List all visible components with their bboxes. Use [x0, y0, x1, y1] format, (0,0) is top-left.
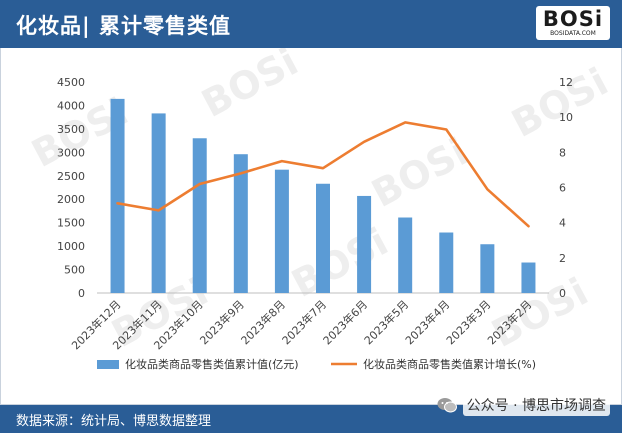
left-tick-label: 2000	[57, 193, 85, 206]
bar	[480, 244, 495, 293]
right-tick-label: 0	[559, 287, 566, 300]
bar	[274, 169, 289, 293]
left-tick-label: 2500	[57, 170, 85, 183]
logo-subtext: BOSIDATA.COM	[550, 30, 596, 37]
right-tick-label: 4	[559, 217, 566, 230]
bar	[357, 195, 372, 293]
legend: 化妆品类商品零售类值累计值(亿元) 化妆品类商品零售类值累计增长(%)	[97, 357, 536, 371]
left-tick-label: 3000	[57, 146, 85, 159]
right-tick-label: 12	[559, 76, 573, 89]
bosi-logo: BOSi BOSIDATA.COM	[536, 6, 610, 40]
bar-series	[110, 98, 536, 293]
left-axis: 0 500 1000 1500 2000 2500 3000 3500 4000 4500	[57, 76, 85, 300]
bar	[192, 138, 207, 293]
watermark-logo: BOSi	[195, 48, 305, 126]
wechat-account: 公众号 · 博思市场调查	[462, 394, 610, 416]
left-tick-label: 1000	[57, 240, 85, 253]
left-tick-label: 0	[78, 287, 85, 300]
right-tick-label: 8	[559, 146, 566, 159]
left-tick-label: 1500	[57, 217, 85, 230]
right-tick-label: 10	[559, 111, 573, 124]
bar	[233, 154, 248, 293]
watermark-logo: BOSi	[505, 59, 615, 146]
right-tick-label: 2	[559, 252, 566, 265]
watermark-logo: BOSi	[365, 129, 475, 216]
wechat-badge: 公众号 · 博思市场调查	[437, 392, 610, 418]
right-tick-label: 6	[559, 182, 566, 195]
left-tick-label: 500	[64, 264, 85, 277]
legend-bar-label: 化妆品类商品零售类值累计值(亿元)	[125, 357, 299, 371]
legend-bar-swatch	[97, 360, 119, 369]
bar	[439, 232, 454, 293]
footer-bar: 数据来源：统计局、博思数据整理	[0, 405, 622, 433]
chart-frame: BOSi BOSi BOSi BOSi BOSi BOSi BOSi 0 500 1000 150…	[0, 48, 622, 405]
watermark-logo: BOSi	[485, 269, 595, 356]
logo-text: BOSi	[542, 7, 604, 31]
header-bar: 化妆品| 累计零售类值 BOSi BOSIDATA.COM	[0, 0, 622, 48]
wechat-icon	[437, 398, 457, 413]
bar	[398, 217, 413, 293]
left-tick-label: 4500	[57, 76, 85, 89]
right-axis: 0 2 4 6 8 10 12	[559, 76, 573, 300]
left-tick-label: 4000	[57, 99, 85, 112]
data-source: 数据来源：统计局、博思数据整理	[16, 414, 212, 429]
legend-line-label: 化妆品类商品零售类值累计增长(%)	[363, 357, 536, 371]
line-series	[116, 121, 530, 228]
bar	[521, 262, 536, 293]
bar	[316, 183, 330, 293]
page-title: 化妆品| 累计零售类值	[16, 14, 231, 38]
bar	[110, 98, 125, 293]
bar	[151, 113, 166, 293]
left-tick-label: 3500	[57, 123, 85, 136]
